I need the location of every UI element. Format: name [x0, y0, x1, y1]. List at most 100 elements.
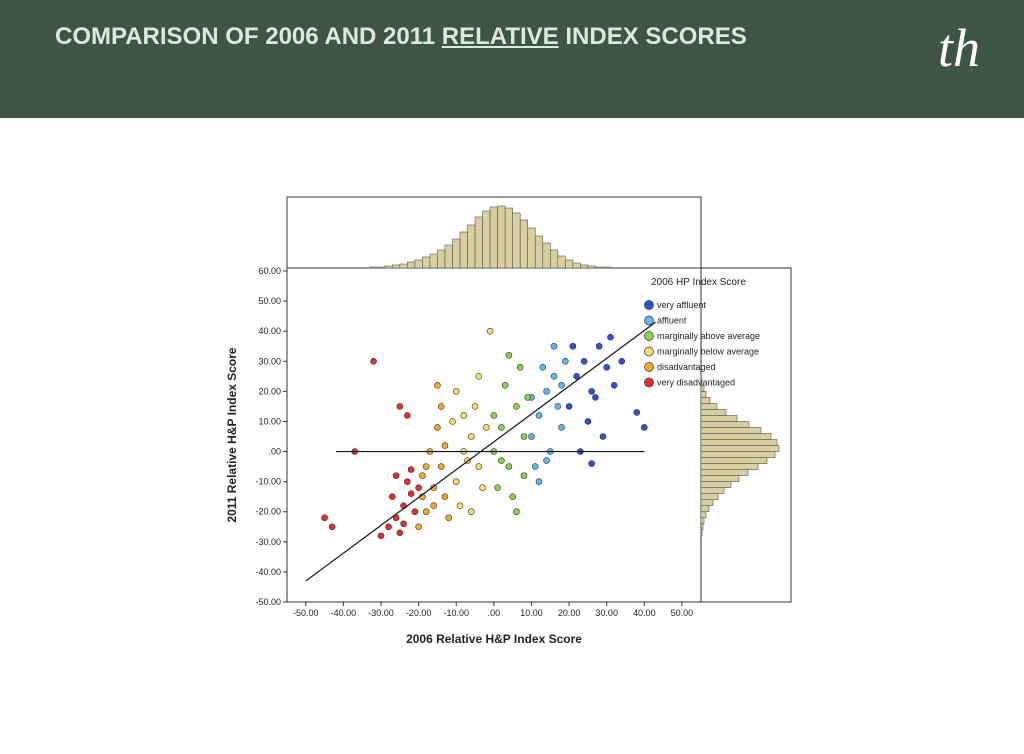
point [505, 463, 513, 470]
title-part: RELATIVE [441, 23, 559, 50]
y-tick-label: 40.00 [258, 326, 281, 336]
point [498, 424, 505, 431]
point [452, 478, 460, 485]
point [475, 373, 483, 380]
point [607, 333, 614, 341]
point [524, 394, 532, 401]
point [513, 508, 520, 516]
hist-bar [452, 238, 461, 269]
point [422, 508, 430, 516]
hist-bar [459, 231, 468, 269]
hist-bar [700, 385, 705, 392]
point [467, 433, 475, 440]
point [641, 424, 648, 431]
legend-label: very affluent [657, 300, 706, 310]
hist-bar [700, 457, 768, 464]
point [535, 478, 543, 485]
y-tick-label: 30.00 [258, 356, 281, 366]
point [385, 523, 392, 531]
header-band: COMPARISON OF 2006 AND 2011 RELATIVE IND… [0, 0, 1024, 118]
x-tick-label: 20.00 [558, 608, 581, 618]
hist-bar [700, 499, 714, 507]
y-tick-label: .00 [268, 447, 281, 457]
hist-bar [700, 469, 749, 476]
point [599, 433, 607, 440]
point [505, 351, 513, 359]
hist-bar [512, 212, 521, 269]
legend-swatch [644, 331, 654, 341]
hist-bar [414, 259, 423, 269]
point [441, 493, 449, 500]
point [430, 502, 437, 510]
hist-bar [376, 266, 386, 269]
hist-bar [700, 523, 704, 531]
hist-bar [700, 427, 762, 434]
logo: th [938, 18, 981, 78]
x-tick-label: 40.00 [633, 608, 656, 618]
legend-label: marginally below average [657, 347, 759, 357]
hist-bar [580, 264, 589, 269]
point [460, 412, 468, 419]
point [328, 523, 336, 531]
hist-bar [700, 481, 732, 488]
point [415, 484, 422, 491]
point [437, 463, 445, 470]
point [471, 403, 479, 410]
hist-bar [542, 242, 551, 269]
point [449, 418, 456, 425]
hist-bar [700, 403, 718, 410]
y-tick-label: -40.00 [255, 567, 281, 577]
point [419, 472, 426, 479]
point [554, 403, 562, 410]
hist-bar [700, 409, 727, 416]
point [441, 442, 449, 449]
legend-label: marginally above average [657, 331, 760, 341]
slide-title: COMPARISON OF 2006 AND 2011 RELATIVE IND… [55, 20, 815, 54]
hist-bar [565, 259, 574, 269]
point [603, 363, 611, 371]
hist-bar [429, 253, 438, 269]
point [588, 388, 595, 395]
hist-bar [700, 379, 703, 386]
point [321, 514, 328, 522]
x-tick-label: -40.00 [331, 608, 357, 618]
hist-bar [700, 529, 703, 537]
point [539, 363, 547, 371]
hist-bar [557, 255, 566, 269]
y-tick-label: -10.00 [255, 477, 281, 487]
point [434, 424, 441, 431]
point [456, 502, 464, 510]
y-tick-label: -30.00 [255, 537, 281, 547]
hist-bar [437, 249, 446, 269]
point [531, 463, 539, 470]
legend-swatch [644, 315, 654, 326]
hist-bar [407, 261, 416, 269]
point [411, 508, 419, 516]
hist-bar [369, 266, 378, 269]
x-tick-label: -20.00 [406, 608, 432, 618]
point [535, 412, 543, 419]
point [377, 532, 385, 540]
point [592, 394, 599, 401]
point [498, 457, 505, 464]
hist-bar [700, 505, 710, 513]
point [490, 412, 498, 419]
title-part: INDEX SCORES [565, 23, 747, 50]
legend-title: 2006 HP Index Score [651, 277, 746, 288]
x-tick-label: -50.00 [293, 608, 319, 618]
hist-bar [549, 249, 559, 269]
point [565, 403, 573, 410]
hist-bar [700, 487, 725, 494]
hist-bar [602, 266, 611, 269]
legend-swatch [644, 362, 654, 372]
point [516, 363, 524, 371]
hist-bar [700, 493, 719, 500]
point [513, 403, 520, 410]
point [633, 409, 641, 416]
hist-bar [700, 397, 711, 404]
point [475, 463, 483, 470]
x-tick-label: 50.00 [671, 608, 694, 618]
point [543, 388, 550, 395]
point [445, 514, 453, 522]
